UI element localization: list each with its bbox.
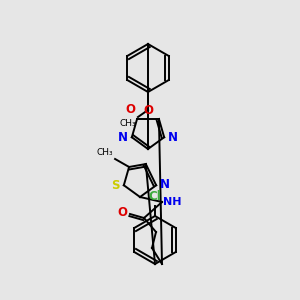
Text: O: O bbox=[117, 206, 127, 220]
Text: S: S bbox=[111, 179, 120, 192]
Text: NH: NH bbox=[163, 197, 182, 207]
Text: CH₃: CH₃ bbox=[96, 148, 113, 157]
Text: CH₃: CH₃ bbox=[119, 119, 136, 128]
Text: N: N bbox=[118, 131, 128, 144]
Text: Cl: Cl bbox=[148, 190, 161, 203]
Text: N: N bbox=[168, 131, 178, 144]
Text: O: O bbox=[143, 104, 153, 117]
Text: N: N bbox=[160, 178, 170, 191]
Text: O: O bbox=[125, 103, 135, 116]
